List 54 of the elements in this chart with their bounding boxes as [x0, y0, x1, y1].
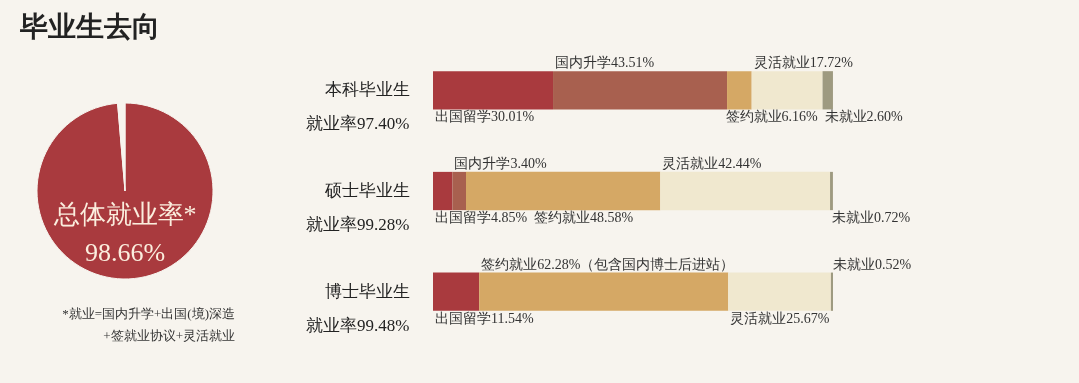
text: 灵活就业: [753, 55, 810, 71]
text: *就业=国内升学+出国(境)深造: [62, 305, 235, 321]
text: 签约就业: [481, 256, 538, 272]
text: 就业率99.28%: [306, 215, 410, 234]
text: 出国留学: [435, 210, 491, 225]
bar: [433, 171, 453, 211]
text: 就业率97.40%: [306, 114, 410, 134]
y-tick-label: 本科毕业生: [324, 80, 410, 100]
bar: [553, 71, 728, 110]
bar: [822, 71, 833, 110]
text: 国内升学: [454, 156, 511, 171]
data-label: 43.51%: [611, 55, 655, 71]
data-label: 30.01%: [491, 109, 535, 125]
series-label: 未就业: [824, 109, 867, 125]
data-label: 62.28%（包含国内博士后进站）: [537, 256, 735, 272]
pie-slice: [36, 102, 214, 280]
text: 出国留学: [435, 310, 491, 326]
bar: [751, 71, 823, 110]
data-label: 25.67%: [786, 310, 830, 326]
text: 未就业: [832, 210, 875, 225]
data-label: 11.54%: [491, 310, 534, 326]
bar: [452, 171, 466, 211]
text: 未就业: [832, 256, 875, 272]
data-label: 0.72%: [874, 210, 911, 225]
bar: [660, 171, 831, 211]
series-label: 灵活就业: [730, 310, 787, 326]
data-label: 2.60%: [866, 109, 904, 125]
bar: [830, 272, 833, 311]
text: 灵活就业: [662, 156, 719, 171]
text: 就业率99.48%: [306, 315, 410, 335]
series-label: 国内升学: [555, 55, 612, 71]
bar: [433, 71, 554, 110]
bar: [728, 272, 831, 311]
data-label: 6.16%: [781, 109, 819, 125]
y-tick-label: 硕士毕业生: [323, 181, 410, 200]
series-label: 签约就业: [534, 210, 590, 225]
bar: [466, 171, 661, 211]
chart-title: 毕业生去向: [19, 11, 160, 42]
data-label: 4.85%: [491, 210, 528, 225]
bar: [479, 272, 729, 311]
data-label: 42.44%: [718, 156, 762, 171]
bar: [830, 171, 833, 211]
data-label: 98.66%: [84, 238, 166, 267]
bar: [727, 71, 752, 110]
data-label: 3.40%: [510, 156, 547, 171]
text: +签就业协议+灵活就业: [103, 328, 235, 343]
data-label: 17.72%: [809, 55, 854, 71]
data-label: 48.58%: [590, 210, 634, 225]
bar: [433, 272, 480, 311]
data-label: 0.52%: [874, 256, 912, 272]
text: 签约就业: [725, 109, 782, 125]
series-label: 出国留学: [435, 109, 491, 125]
y-tick-label: 博士毕业生: [324, 281, 410, 301]
slice-label: 总体就业率*: [52, 200, 197, 229]
